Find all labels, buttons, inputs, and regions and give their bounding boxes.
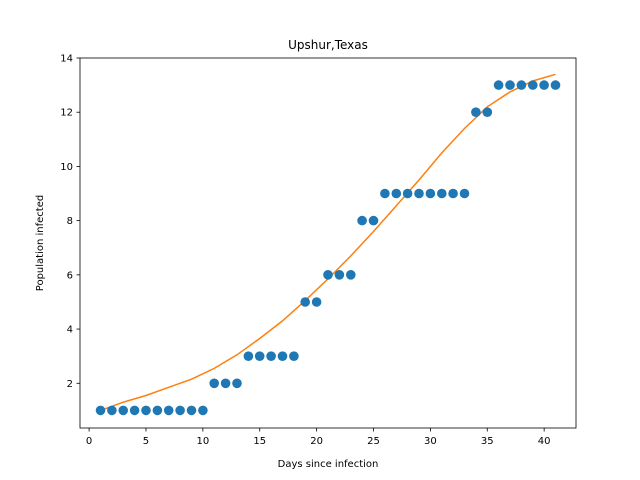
chart-title: Upshur,Texas (288, 38, 368, 52)
y-tick-label: 6 (67, 270, 73, 281)
data-point (277, 351, 288, 362)
x-tick-label: 5 (143, 436, 149, 447)
data-point (254, 351, 265, 362)
y-tick-label: 2 (67, 379, 73, 390)
y-axis-label: Population infected (35, 195, 46, 291)
y-axis-ticks: 2 4 6 8 10 12 14 (60, 54, 80, 390)
x-tick-label: 20 (310, 436, 323, 447)
data-point (414, 188, 424, 199)
data-point (311, 297, 322, 307)
x-axis-label: Days since infection (278, 459, 379, 470)
x-tick-label: 40 (538, 436, 551, 447)
data-point (528, 80, 538, 90)
x-axis-ticks: 0 5 10 15 20 25 30 35 40 (86, 428, 551, 447)
y-tick-label: 12 (60, 108, 73, 119)
plot-frame (79, 57, 577, 429)
y-tick-label: 8 (67, 216, 73, 227)
data-point (175, 405, 185, 416)
data-point (152, 405, 163, 416)
data-point (141, 405, 151, 416)
data-point (243, 351, 254, 362)
data-point (118, 405, 128, 416)
y-tick-label: 4 (67, 325, 73, 336)
data-point (550, 80, 561, 90)
x-tick-label: 35 (481, 436, 494, 447)
data-point (186, 405, 197, 416)
data-point (539, 80, 549, 90)
data-point (198, 405, 208, 416)
data-point (493, 80, 504, 90)
data-point (448, 188, 458, 199)
data-point (402, 188, 413, 199)
x-tick-label: 0 (86, 436, 92, 447)
x-tick-label: 25 (367, 436, 380, 447)
y-tick-label: 10 (60, 162, 73, 173)
data-point (300, 297, 311, 307)
data-point (323, 270, 333, 280)
plot-area (80, 58, 576, 428)
data-point (289, 351, 299, 362)
data-point (163, 405, 174, 416)
data-point (129, 405, 140, 416)
data-point (368, 215, 379, 226)
data-point (209, 378, 219, 389)
data-point (391, 188, 402, 199)
points-layer (95, 80, 561, 416)
data-point (471, 107, 481, 117)
data-point (380, 188, 390, 199)
data-point (95, 405, 106, 416)
data-point (220, 378, 231, 389)
data-point (334, 270, 345, 280)
data-point (459, 188, 470, 199)
y-tick-label: 14 (60, 54, 73, 65)
data-point (107, 405, 117, 416)
x-tick-label: 15 (253, 436, 266, 447)
data-point (346, 270, 356, 280)
data-point (425, 188, 436, 199)
data-point (482, 107, 493, 117)
data-point (232, 378, 242, 389)
x-tick-label: 30 (424, 436, 437, 447)
data-point (357, 215, 367, 226)
data-point (266, 351, 276, 362)
data-point (437, 188, 447, 199)
x-tick-label: 10 (196, 436, 209, 447)
data-point (505, 80, 515, 90)
data-point (516, 80, 527, 90)
